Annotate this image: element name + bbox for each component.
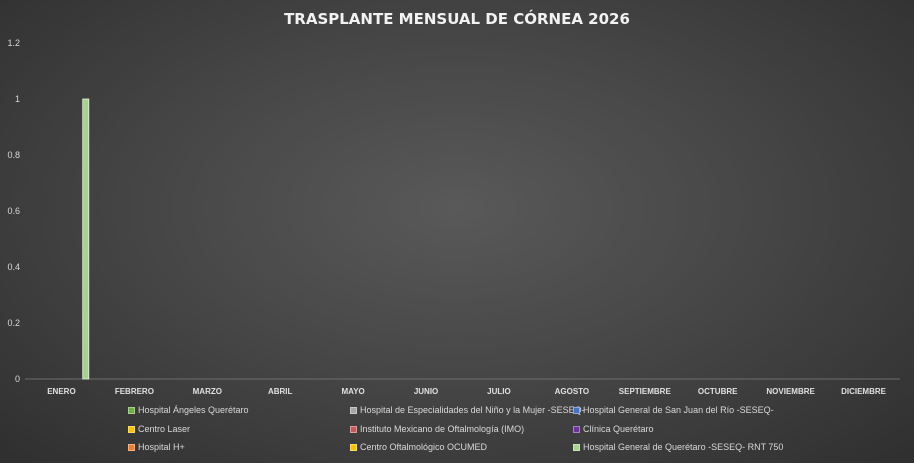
y-tick-label: 0.8	[7, 150, 20, 160]
y-tick-label: 0.6	[7, 206, 20, 216]
x-tick-label: ENERO	[47, 387, 75, 396]
x-tick-label: SEPTIEMBRE	[619, 387, 672, 396]
x-tick-label: DICIEMBRE	[841, 387, 887, 396]
x-tick-label: MARZO	[193, 387, 222, 396]
y-tick-label: 1.2	[7, 38, 20, 48]
chart-title: TRASPLANTE MENSUAL DE CÓRNEA 2026	[284, 10, 630, 28]
x-tick-label: FEBRERO	[115, 387, 154, 396]
x-tick-label: MAYO	[341, 387, 364, 396]
bar	[82, 98, 90, 380]
x-tick-label: ABRIL	[268, 387, 293, 396]
x-tick-label: NOVIEMBRE	[766, 387, 815, 396]
y-tick-label: 0.2	[7, 318, 20, 328]
y-tick-label: 0.4	[7, 262, 20, 272]
x-tick-label: JULIO	[487, 387, 511, 396]
x-tick-label: OCTUBRE	[698, 387, 738, 396]
x-tick-label: JUNIO	[414, 387, 438, 396]
y-tick-label: 0	[15, 374, 20, 384]
y-tick-label: 1	[15, 94, 20, 104]
x-tick-label: AGOSTO	[555, 387, 590, 396]
